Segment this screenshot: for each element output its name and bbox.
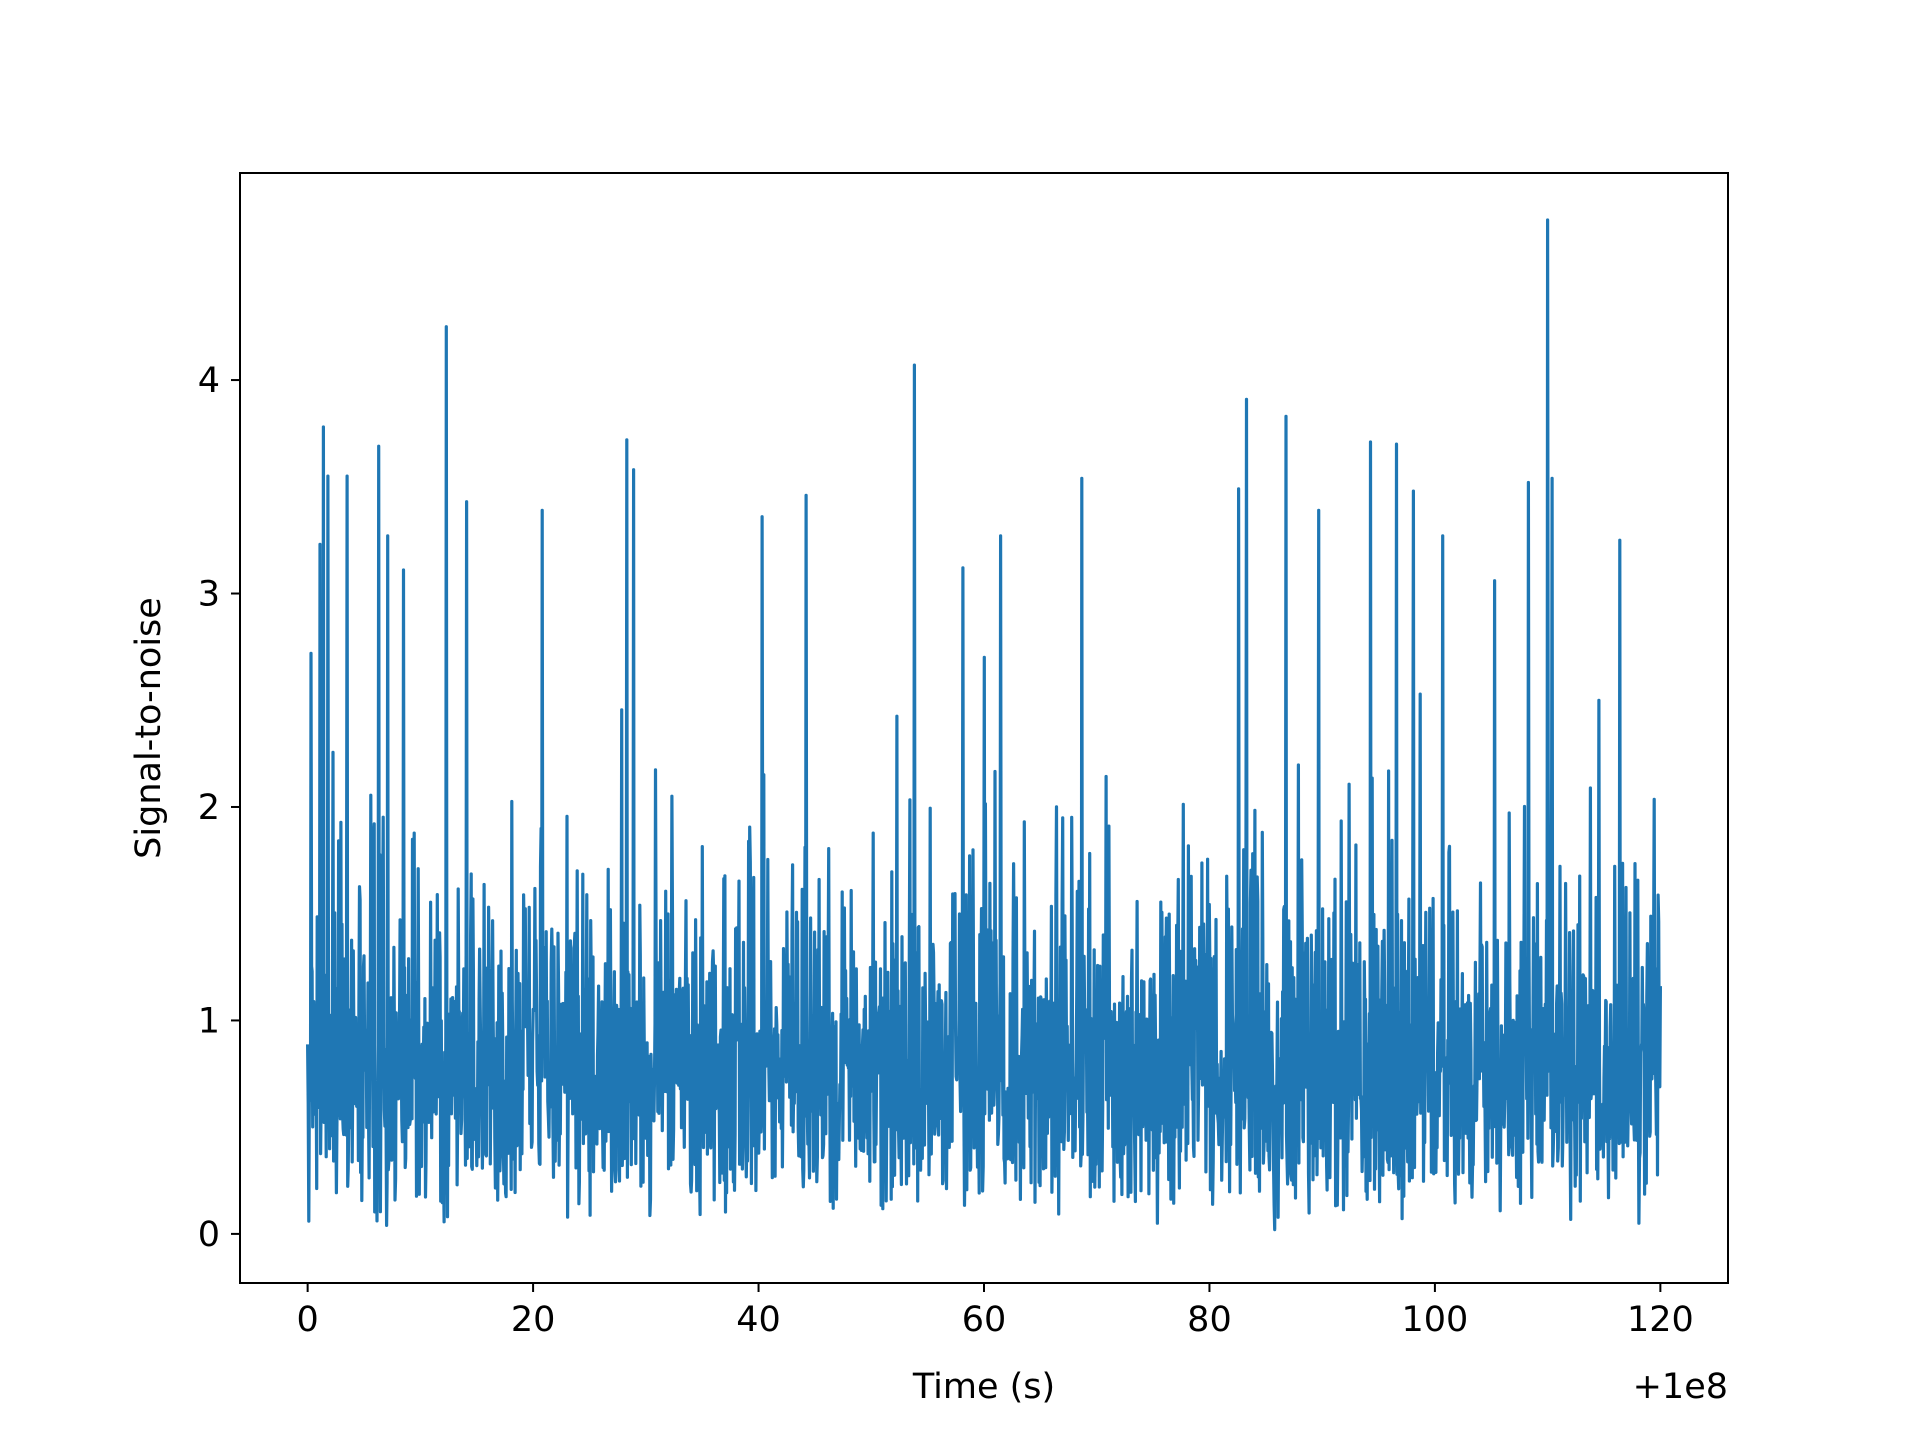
x-tick-label: 0: [296, 1300, 318, 1340]
y-axis-label: Signal-to-noise: [129, 597, 169, 859]
plot-area: [306, 218, 1662, 1232]
y-tick-label: 2: [198, 788, 220, 828]
y-tick-label: 4: [198, 361, 220, 401]
y-tick-label: 1: [198, 1001, 220, 1041]
x-tick-label: 40: [736, 1300, 781, 1340]
y-tick-label: 3: [198, 575, 220, 615]
x-tick-label: 80: [1187, 1300, 1232, 1340]
x-axis-offset-label: +1e8: [1633, 1367, 1728, 1407]
x-axis-label: Time (s): [912, 1367, 1055, 1407]
x-tick-label: 120: [1627, 1300, 1694, 1340]
y-tick-label: 0: [198, 1215, 220, 1255]
y-axis: 0 1 2 3 4: [198, 361, 240, 1255]
x-tick-label: 60: [962, 1300, 1007, 1340]
x-tick-label: 100: [1402, 1300, 1469, 1340]
x-axis: 0 20 40 60 80 100 120: [296, 1283, 1694, 1340]
x-tick-label: 20: [511, 1300, 556, 1340]
signal-line: [306, 218, 1662, 1232]
